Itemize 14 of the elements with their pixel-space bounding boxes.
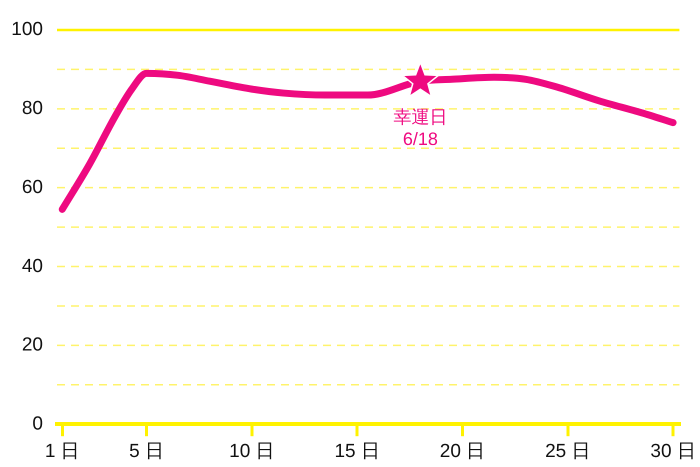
y-tick-label: 40 bbox=[22, 256, 43, 277]
x-tick-label: 5 日 bbox=[129, 440, 164, 462]
y-tick-label: 0 bbox=[32, 413, 43, 434]
y-tick-label: 60 bbox=[22, 176, 43, 198]
y-tick-label: 80 bbox=[22, 98, 43, 120]
x-tick-label: 1 日 bbox=[44, 440, 80, 462]
x-tick-label: 25 日 bbox=[545, 440, 590, 462]
x-tick-label: 10 日 bbox=[229, 440, 275, 462]
y-tick-label: 20 bbox=[22, 334, 43, 356]
x-tick-label: 30 日 bbox=[650, 440, 696, 462]
y-tick-label: 100 bbox=[11, 19, 43, 40]
annotation: 幸運日 6/18 bbox=[393, 107, 448, 150]
x-tick-label: 15 日 bbox=[334, 440, 380, 462]
x-tick-label: 20 日 bbox=[440, 440, 486, 462]
